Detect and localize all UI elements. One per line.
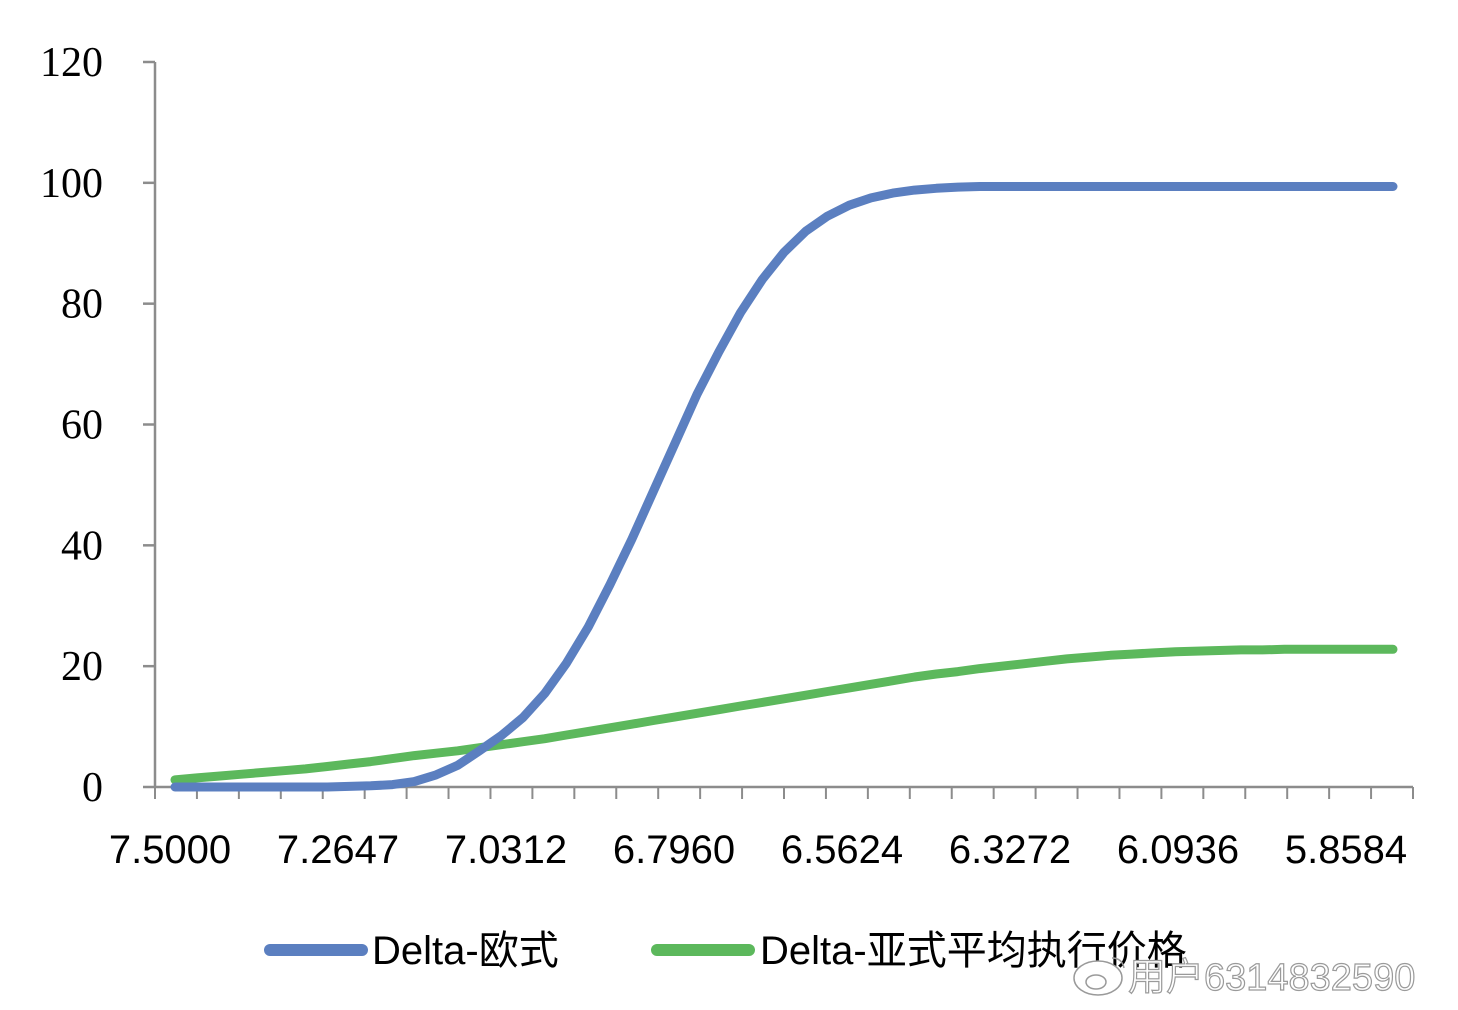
x-tick-label: 6.5624	[781, 828, 903, 872]
x-axis: 7.5000 7.2647 7.0312 6.7960 6.5624 6.3272 6.09…	[109, 785, 1414, 872]
watermark: 用户6314832590	[1073, 956, 1416, 1000]
y-tick-label: 20	[61, 644, 103, 690]
x-tick-label: 6.3272	[949, 828, 1071, 872]
legend: Delta-欧式 Delta-亚式平均执行价格	[264, 929, 1187, 973]
series-line-delta-european	[170, 182, 1398, 792]
y-tick-label: 0	[82, 765, 103, 811]
y-tick-label: 60	[61, 403, 103, 449]
watermark-text: 用户6314832590	[1128, 957, 1415, 999]
x-tick-label: 6.7960	[613, 828, 735, 872]
series-layer	[170, 182, 1398, 792]
y-tick-label: 120	[40, 40, 103, 86]
y-tick-label: 80	[61, 282, 103, 328]
x-tick-label: 7.5000	[109, 828, 231, 872]
x-tick-label: 7.0312	[445, 828, 567, 872]
series-line-delta-asian-average-strike	[170, 644, 1398, 785]
legend-label-delta-european: Delta-欧式	[372, 929, 559, 973]
y-axis: 0 20 40 60 80 100 120	[40, 40, 157, 811]
legend-label-delta-asian-average-strike: Delta-亚式平均执行价格	[760, 929, 1187, 973]
weibo-icon	[1073, 957, 1125, 996]
x-tick-label: 7.2647	[277, 828, 399, 872]
x-tick-label: 5.8584	[1285, 828, 1407, 872]
x-tick-label: 6.0936	[1117, 828, 1239, 872]
y-tick-label: 40	[61, 523, 103, 569]
y-tick-label: 100	[40, 161, 103, 207]
